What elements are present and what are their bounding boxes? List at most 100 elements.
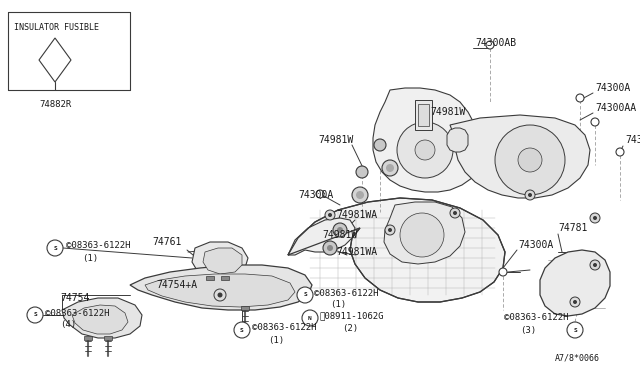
Polygon shape [72,305,128,334]
Polygon shape [221,276,229,280]
Circle shape [525,190,535,200]
Text: ©08363-6122H: ©08363-6122H [66,241,131,250]
Circle shape [27,307,43,323]
Text: 74761: 74761 [152,237,181,247]
Circle shape [593,263,597,267]
Polygon shape [288,198,505,302]
Circle shape [400,213,444,257]
Text: (1): (1) [330,301,346,310]
Text: 74754+A: 74754+A [156,280,197,290]
Text: 74981WA: 74981WA [336,210,377,220]
Polygon shape [415,100,432,130]
Circle shape [573,300,577,304]
Polygon shape [84,336,92,340]
Text: Ⓟ08911-1062G: Ⓟ08911-1062G [320,311,385,321]
Circle shape [382,160,398,176]
Circle shape [495,125,565,195]
Polygon shape [450,115,590,198]
Circle shape [218,292,223,298]
Text: 74300AB: 74300AB [625,135,640,145]
Polygon shape [206,276,214,280]
Circle shape [302,310,318,326]
Circle shape [337,227,343,233]
Circle shape [234,322,250,338]
Text: 74981W: 74981W [322,230,357,240]
Circle shape [591,118,599,126]
Polygon shape [104,336,112,340]
Circle shape [325,210,335,220]
Circle shape [415,140,435,160]
Circle shape [328,213,332,217]
Polygon shape [130,265,312,310]
Circle shape [590,260,600,270]
Circle shape [214,289,226,301]
Text: A7/8*0066: A7/8*0066 [555,353,600,362]
Circle shape [450,208,460,218]
Text: 74981W: 74981W [430,107,465,117]
Polygon shape [418,104,429,126]
Circle shape [528,193,532,197]
Text: 74981WA: 74981WA [336,247,377,257]
Text: (4): (4) [60,321,76,330]
Circle shape [616,148,624,156]
Text: ©08363-6122H: ©08363-6122H [504,314,568,323]
Text: S: S [33,312,37,317]
Text: 74300A: 74300A [298,190,333,200]
Circle shape [499,268,507,276]
Text: 74781: 74781 [558,223,588,233]
Text: S: S [573,327,577,333]
Circle shape [374,139,386,151]
Text: N: N [308,315,312,321]
Circle shape [333,223,347,237]
Text: (3): (3) [520,326,536,334]
Circle shape [47,240,63,256]
Polygon shape [384,202,465,264]
Polygon shape [203,248,242,274]
Circle shape [576,94,584,102]
Text: S: S [240,327,244,333]
Polygon shape [145,274,295,307]
Circle shape [453,211,457,215]
Circle shape [567,322,583,338]
Text: 74754: 74754 [60,293,90,303]
Polygon shape [447,128,468,152]
Text: S: S [303,292,307,298]
Circle shape [297,287,313,303]
Polygon shape [39,38,71,82]
Polygon shape [192,242,248,278]
Circle shape [388,228,392,232]
Text: ©08363-6122H: ©08363-6122H [314,289,378,298]
Circle shape [385,225,395,235]
Circle shape [316,190,324,198]
Circle shape [397,122,453,178]
Polygon shape [288,218,355,255]
Text: (1): (1) [268,336,284,344]
Polygon shape [540,250,610,316]
Text: (2): (2) [342,324,358,333]
Text: ©08363-6122H: ©08363-6122H [252,324,317,333]
Circle shape [327,245,333,251]
Text: 74882R: 74882R [39,100,71,109]
Circle shape [590,213,600,223]
Polygon shape [373,88,480,192]
Text: 74300AA: 74300AA [595,103,636,113]
Polygon shape [241,306,249,310]
Circle shape [593,216,597,220]
Circle shape [356,166,368,178]
Text: 74981W: 74981W [318,135,353,145]
Circle shape [323,241,337,255]
Text: S: S [53,246,57,250]
Circle shape [386,164,394,172]
Circle shape [570,297,580,307]
Circle shape [518,148,542,172]
Circle shape [356,191,364,199]
Circle shape [352,187,368,203]
Text: INSULATOR FUSIBLE: INSULATOR FUSIBLE [14,23,99,32]
Text: 74300A: 74300A [518,240,553,250]
Circle shape [486,41,494,49]
Text: ©08363-6122H: ©08363-6122H [45,308,109,317]
Text: 74300AB: 74300AB [475,38,516,48]
Text: (1): (1) [82,253,98,263]
Polygon shape [62,298,142,338]
Text: 74300A: 74300A [595,83,630,93]
